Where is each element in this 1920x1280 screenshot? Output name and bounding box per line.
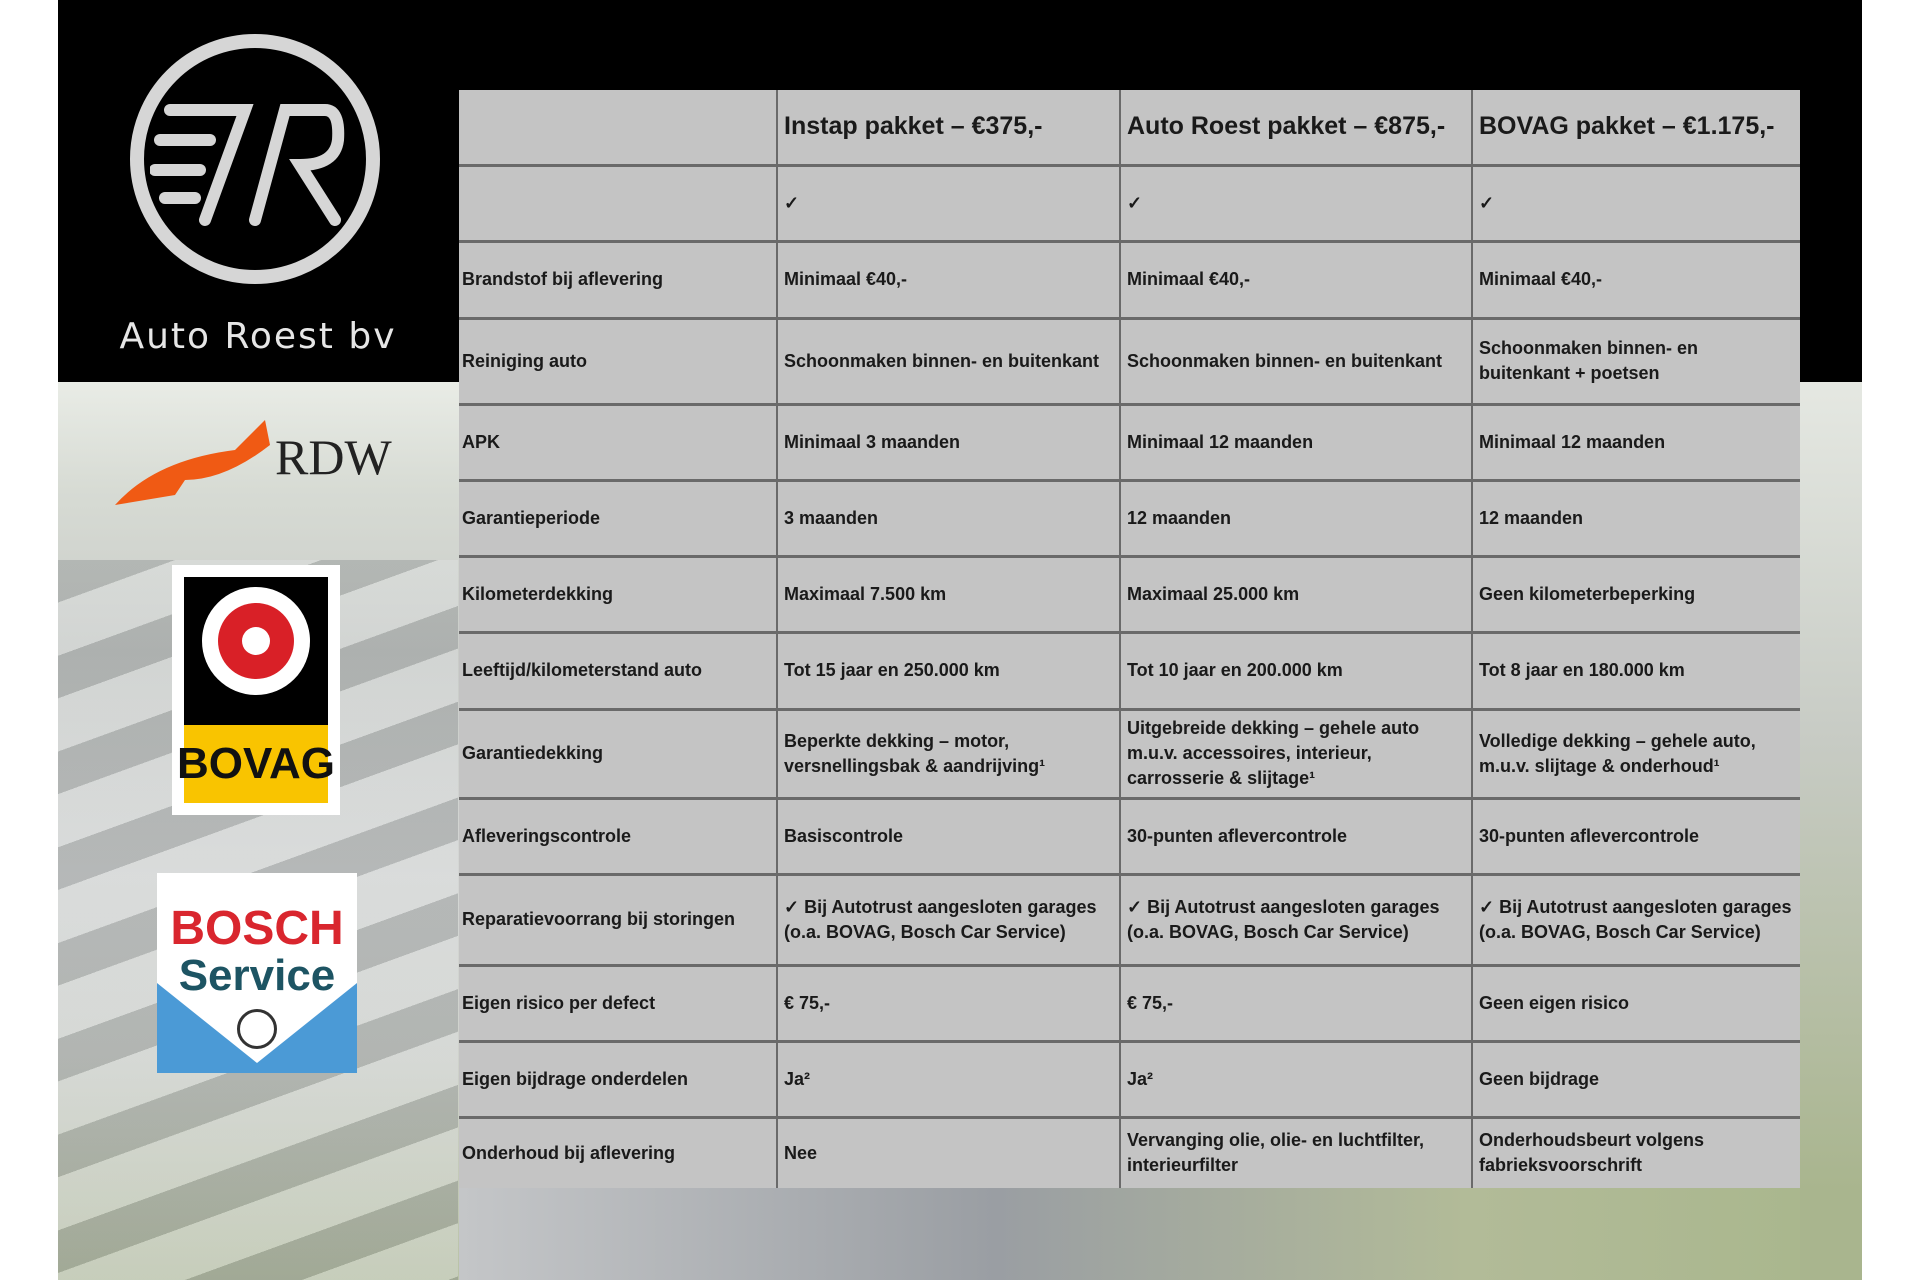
table-cell: Schoonmaken binnen- en buitenkant (776, 316, 1120, 404)
bosch-logo-text: BOSCH (170, 902, 344, 955)
bovag-logo-text: BOVAG (177, 725, 335, 803)
table-cell: Maximaal 25.000 km (1119, 554, 1472, 632)
row-label: Onderhoud bij aflevering (459, 1115, 777, 1188)
table-row: APK Minimaal 3 maanden Minimaal 12 maanden… (459, 402, 1800, 480)
table-cell: Minimaal €40,- (1119, 239, 1472, 318)
table-cell: ✓ Bij Autotrust aangesloten garages (o.a… (776, 872, 1120, 965)
table-cell: Nee (776, 1115, 1120, 1188)
table-cell: Beperkte dekking – motor, versnellingsba… (776, 707, 1120, 798)
table-cell: Minimaal 12 maanden (1471, 402, 1800, 480)
table-cell: Geen kilometerbeperking (1471, 554, 1800, 632)
table-row: Brandstof bij aflevering Minimaal €40,- Mi… (459, 239, 1800, 318)
table-cell: Basiscontrole (776, 796, 1120, 874)
bosch-service-logo: BOSCH Service (157, 873, 357, 1073)
table-row: Afleveringscontrole Basiscontrole 30-punte… (459, 796, 1800, 874)
rdw-logo (115, 420, 270, 505)
table-cell: Tot 10 jaar en 200.000 km (1119, 630, 1472, 709)
column-header: BOVAG pakket – €1.175,- (1471, 90, 1800, 165)
table-cell: Minimaal 3 maanden (776, 402, 1120, 480)
table-row: Reparatievoorrang bij storingen ✓ Bij Aut… (459, 872, 1800, 965)
table-cell: Uitgebreide dekking – gehele auto m.u.v.… (1119, 707, 1472, 798)
table-cell: Minimaal €40,- (1471, 239, 1800, 318)
package-comparison-table: Instap pakket – €375,- Auto Roest pakket … (459, 90, 1800, 1188)
bosch-armature-icon (237, 1009, 277, 1049)
rdw-logo-text: RDW (275, 429, 392, 485)
table-cell: ✓ (1119, 163, 1472, 241)
table-cell: Geen eigen risico (1471, 963, 1800, 1041)
row-label: Reparatievoorrang bij storingen (459, 872, 777, 965)
table-cell: ✓ (776, 163, 1120, 241)
table-cell: Schoonmaken binnen- en buitenkant + poet… (1471, 316, 1800, 404)
table-row: Eigen bijdrage onderdelen Ja² Ja² Geen bijd… (459, 1039, 1800, 1117)
table-row: Garantieperiode 3 maanden 12 maanden 12 maa… (459, 478, 1800, 556)
bosch-service-text: Service (178, 951, 336, 1000)
table-row: Reiniging auto Schoonmaken binnen- en bui… (459, 316, 1800, 404)
row-label (459, 163, 777, 241)
table-row: Eigen risico per defect € 75,- € 75,- Geen … (459, 963, 1800, 1041)
table-cell: ✓ Bij Autotrust aangesloten garages (o.a… (1471, 872, 1800, 965)
background-photo-right (1800, 382, 1862, 1280)
table-cell: Volledige dekking – gehele auto, m.u.v. … (1471, 707, 1800, 798)
table-row: ✓ ✓ ✓ (459, 163, 1800, 241)
row-label: Garantieperiode (459, 478, 777, 556)
table-cell: ✓ (1471, 163, 1800, 241)
table-cell: 30-punten aflevercontrole (1119, 796, 1472, 874)
table-cell: Onderhoudsbeurt volgens fabrieksvoorschr… (1471, 1115, 1800, 1188)
table-row: Garantiedekking Beperkte dekking – motor,… (459, 707, 1800, 798)
table-cell: ✓ Bij Autotrust aangesloten garages (o.a… (1119, 872, 1472, 965)
table-cell: Schoonmaken binnen- en buitenkant (1119, 316, 1472, 404)
table-cell: Minimaal 12 maanden (1119, 402, 1472, 480)
table-cell: € 75,- (1119, 963, 1472, 1041)
row-label: Reiniging auto (459, 316, 777, 404)
table-cell: Tot 8 jaar en 180.000 km (1471, 630, 1800, 709)
row-label: Garantiedekking (459, 707, 777, 798)
table-cell: Ja² (1119, 1039, 1472, 1117)
table-row: Leeftijd/kilometerstand auto Tot 15 jaar … (459, 630, 1800, 709)
row-label: Eigen risico per defect (459, 963, 777, 1041)
table-cell: 3 maanden (776, 478, 1120, 556)
table-cell: Maximaal 7.500 km (776, 554, 1120, 632)
table-cell: 12 maanden (1471, 478, 1800, 556)
table-cell: Minimaal €40,- (776, 239, 1120, 318)
table-cell: Vervanging olie, olie- en luchtfilter, i… (1119, 1115, 1472, 1188)
column-header: Instap pakket – €375,- (776, 90, 1120, 165)
row-label: Eigen bijdrage onderdelen (459, 1039, 777, 1117)
row-label: Brandstof bij aflevering (459, 239, 777, 318)
table-cell: 30-punten aflevercontrole (1471, 796, 1800, 874)
background-photo-bottom (459, 1188, 1800, 1280)
row-label: Afleveringscontrole (459, 796, 777, 874)
row-label: Leeftijd/kilometerstand auto (459, 630, 777, 709)
table-cell: Geen bijdrage (1471, 1039, 1800, 1117)
bovag-logo: BOVAG (172, 565, 340, 815)
table-header-row: Instap pakket – €375,- Auto Roest pakket … (459, 90, 1800, 165)
row-label: Kilometerdekking (459, 554, 777, 632)
brand-logo-mark (150, 104, 345, 226)
row-label: APK (459, 402, 777, 480)
table-cell: 12 maanden (1119, 478, 1472, 556)
table-row: Kilometerdekking Maximaal 7.500 km Maximaa… (459, 554, 1800, 632)
column-header (459, 90, 777, 165)
column-header: Auto Roest pakket – €875,- (1119, 90, 1472, 165)
table-row: Onderhoud bij aflevering Nee Vervanging ol… (459, 1115, 1800, 1188)
table-cell: Tot 15 jaar en 250.000 km (776, 630, 1120, 709)
table-cell: € 75,- (776, 963, 1120, 1041)
table-cell: Ja² (776, 1039, 1120, 1117)
brand-name: Auto Roest bv (119, 316, 397, 357)
